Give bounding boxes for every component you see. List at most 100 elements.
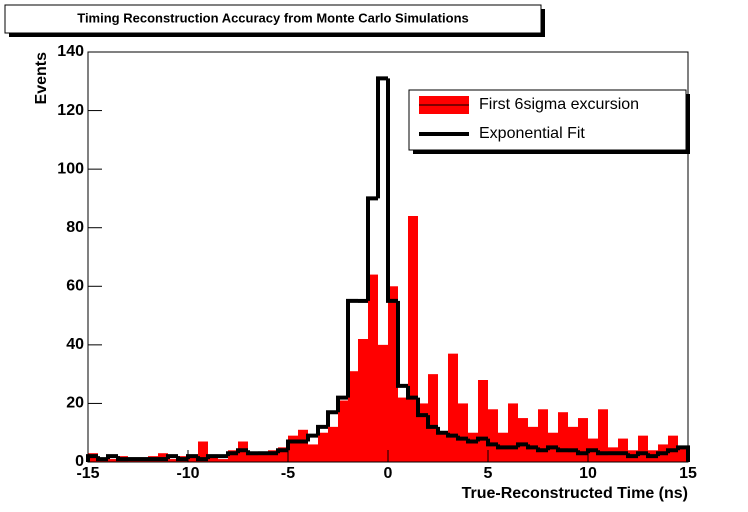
step-segment [596,450,608,456]
bar [188,456,198,462]
y-tick-label: 20 [66,395,84,412]
bar [328,426,338,462]
step-segment [286,439,298,451]
bar [228,450,238,462]
step-segment [556,447,568,453]
step-segment [466,438,478,444]
bar [258,453,268,462]
bar [378,344,388,462]
x-tick-label: -5 [281,465,295,482]
step-segment [226,451,238,457]
bar [108,459,118,462]
step-segment [626,453,638,459]
legend-label: Exponential Fit [479,125,585,142]
bar [438,432,448,462]
bar [678,447,688,462]
plot-area [86,76,690,462]
bar [388,286,398,462]
bar [488,409,498,462]
step-segment [316,424,328,436]
step-segment [516,442,528,448]
step-segment [536,447,548,453]
step-segment [196,456,208,462]
x-tick-label: 0 [384,465,393,482]
y-tick-label: 100 [57,160,84,177]
step-segment [326,410,338,427]
y-tick-label: 0 [75,453,84,470]
step-segment [386,78,398,303]
bar [298,429,308,462]
step-segment [426,415,438,429]
bar [208,456,218,462]
bar [518,418,528,462]
bar [268,450,278,462]
y-tick-label: 140 [57,43,84,60]
step-segment [496,444,508,450]
step-segment [236,448,248,454]
y-tick-label: 80 [66,219,84,236]
step-segment [276,448,288,454]
step-segment [96,456,108,462]
bar [508,403,518,462]
bar [368,274,378,462]
step-segment [656,451,668,457]
step-segment [176,456,188,462]
bar [308,444,318,462]
x-tick-label: -10 [176,465,199,482]
step-segment [436,426,448,435]
step-segment [446,432,458,438]
x-tick-label: 10 [579,465,597,482]
bar [618,438,628,462]
bar [568,426,578,462]
step-segment [406,385,418,400]
bar [638,435,648,462]
bar [418,403,428,462]
step-segment [456,435,468,441]
x-tick-label: 5 [484,465,493,482]
step-segment [486,438,498,447]
step-segment [366,196,378,301]
bar [408,216,418,462]
bar [398,397,408,462]
bar [578,418,588,462]
step-segment [576,450,588,456]
step-segment [166,454,178,460]
y-tick-label: 60 [66,278,84,295]
x-axis-label: True-Reconstructed Time (ns) [462,485,688,502]
bar [358,339,368,462]
step-segment [416,397,428,418]
title-box [4,4,542,34]
bar [318,432,328,462]
step-segment [476,436,488,442]
step-segment [526,444,538,450]
step-segment [246,450,258,456]
bar [278,447,288,462]
legend-label: First 6sigma excursion [479,96,639,113]
step-segment [346,298,358,398]
y-axis-label: Events [33,52,50,105]
bar [218,459,228,462]
bar [538,409,548,462]
step-segment [116,456,128,462]
bar [558,412,568,462]
x-tick-label: 15 [679,465,697,482]
y-tick-label: 40 [66,336,84,353]
bar [248,453,258,462]
bar [288,435,298,462]
bar [458,403,468,462]
step-segment [546,445,558,451]
step-segment [646,453,658,459]
step-segment [666,448,678,454]
step-segment [396,300,408,388]
bar [468,432,478,462]
chart-title: Timing Reconstruction Accuracy from Mont… [77,10,469,25]
bar [598,409,608,462]
bar [528,426,538,462]
step-segment [376,76,388,199]
step-segment [206,454,218,460]
bar [338,400,348,462]
bar [168,459,178,462]
bar [428,374,438,462]
